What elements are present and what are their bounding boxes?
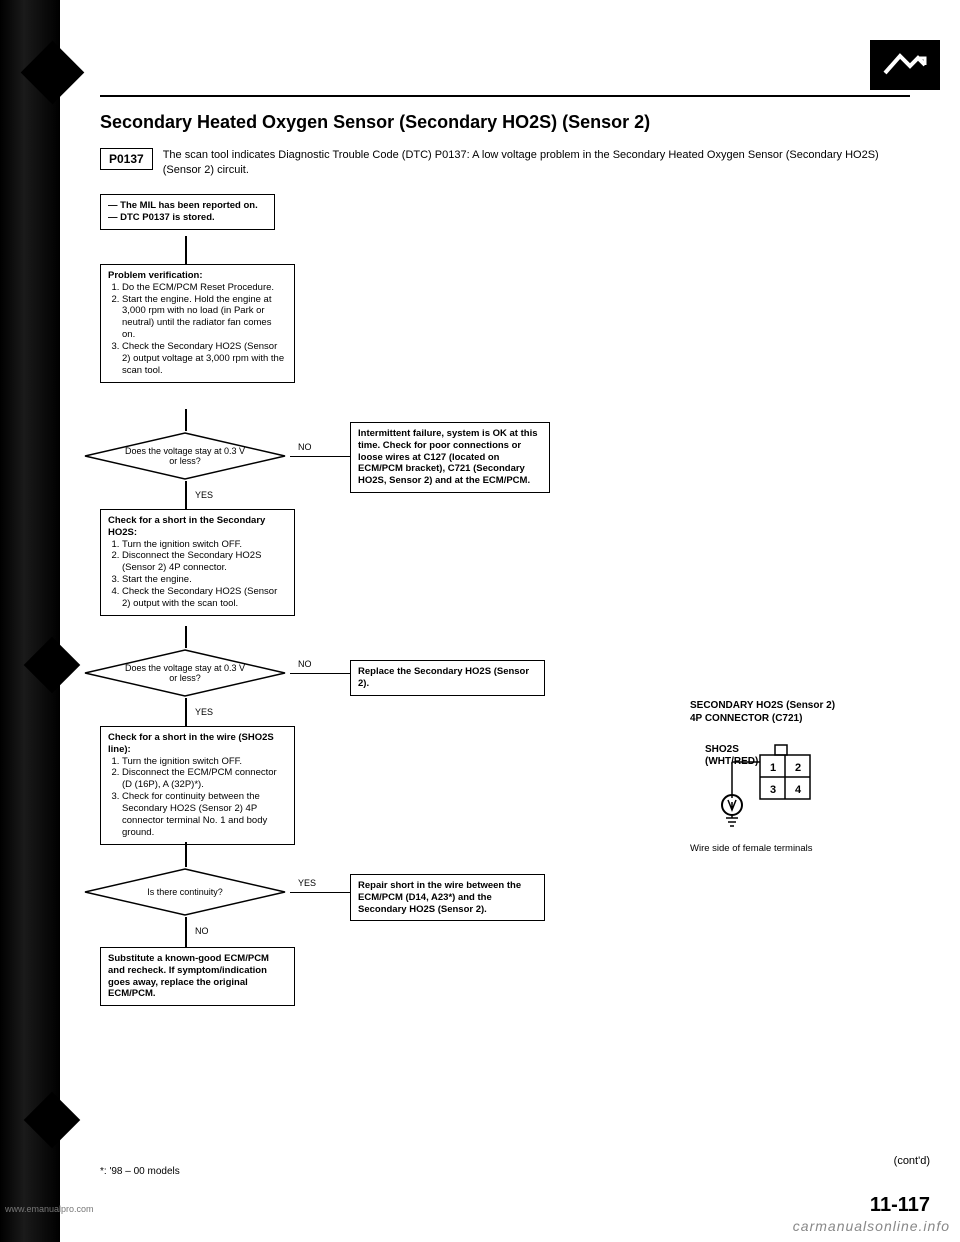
short-check-box: Check for a short in the Secondary HO2S:… — [100, 509, 295, 616]
svg-text:3: 3 — [770, 784, 776, 796]
sho2s-label: SHO2S — [705, 744, 739, 755]
watermark-left: www.emanualpro.com — [5, 1204, 94, 1214]
page-number: 11-117 — [870, 1194, 930, 1217]
page-title: Secondary Heated Oxygen Sensor (Secondar… — [100, 112, 910, 133]
intermittent-box: Intermittent failure, system is OK at th… — [350, 422, 550, 493]
dtc-description: The scan tool indicates Diagnostic Troub… — [163, 148, 910, 179]
decision-voltage-1: Does the voltage stay at 0.3 V or less? — [80, 431, 290, 481]
flowchart: — The MIL has been reported on. — DTC P0… — [100, 194, 910, 1074]
svg-text:2: 2 — [795, 762, 801, 774]
svg-text:4: 4 — [795, 784, 802, 796]
svg-text:1: 1 — [770, 762, 776, 774]
substitute-box: Substitute a known-good ECM/PCM and rech… — [100, 947, 295, 1007]
connector-diagram: SECONDARY HO2S (Sensor 2) 4P CONNECTOR (… — [690, 699, 910, 854]
replace-box: Replace the Secondary HO2S (Sensor 2). — [350, 660, 545, 696]
watermark-right: carmanualsonline.info — [793, 1218, 950, 1234]
repair-box: Repair short in the wire between the ECM… — [350, 874, 545, 922]
dtc-code-box: P0137 — [100, 148, 153, 170]
wire-side-note: Wire side of female terminals — [690, 843, 910, 854]
decision-voltage-2: Does the voltage stay at 0.3 V or less? — [80, 648, 290, 698]
footnote: *: '98 – 00 models — [100, 1166, 180, 1177]
wire-check-box: Check for a short in the wire (SHO2S lin… — [100, 726, 295, 845]
decision-continuity: Is there continuity? — [80, 867, 290, 917]
verification-box: Problem verification: Do the ECM/PCM Res… — [100, 264, 295, 383]
mil-box: — The MIL has been reported on. — DTC P0… — [100, 194, 275, 230]
contd-label: (cont'd) — [894, 1155, 930, 1167]
